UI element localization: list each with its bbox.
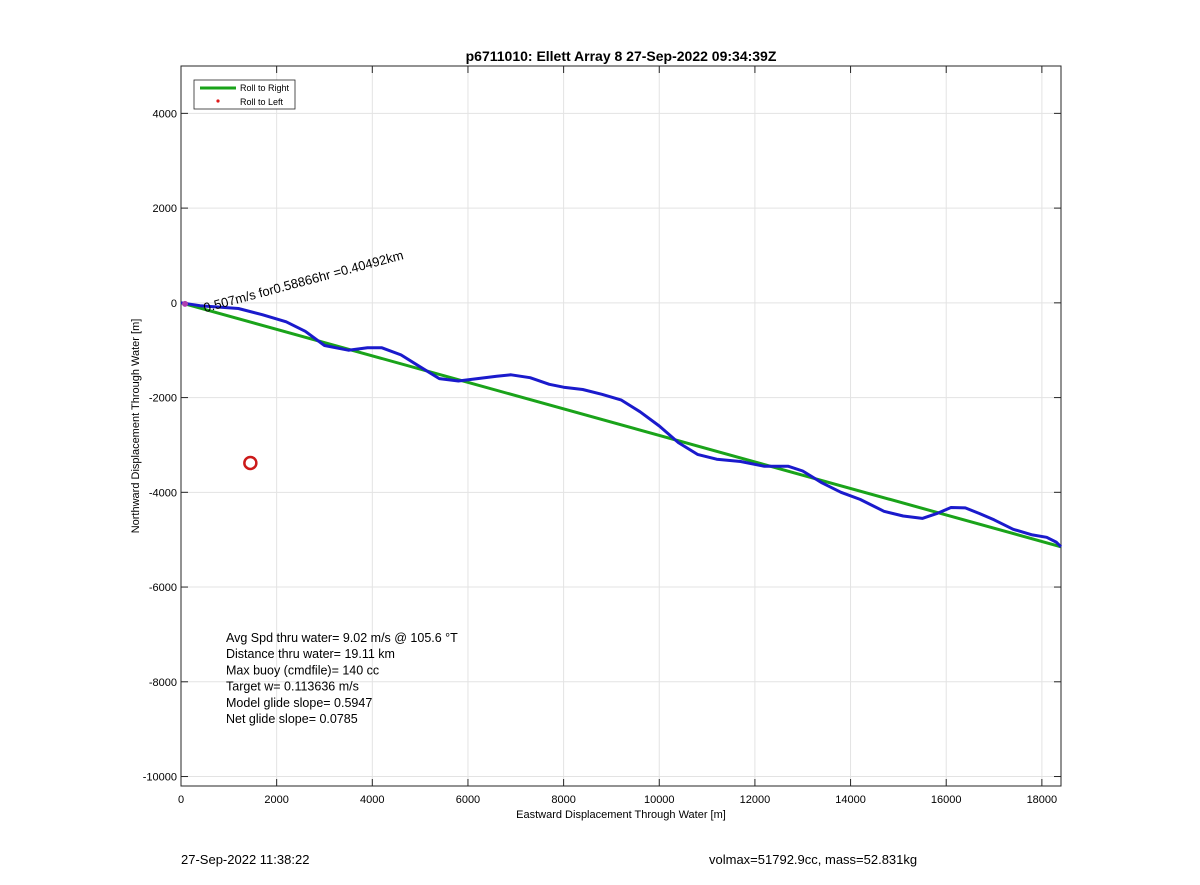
y-tick-label: -8000	[149, 677, 177, 689]
x-tick-label: 16000	[931, 794, 962, 806]
y-tick-label: 0	[171, 298, 177, 310]
legend: Roll to Right Roll to Left	[193, 79, 296, 110]
y-tick-label: -4000	[149, 487, 177, 499]
series-line-roll-right	[180, 301, 1062, 549]
legend-dot-roll-left	[216, 99, 220, 103]
stats-line: Max buoy (cmdfile)= 140 cc	[226, 663, 379, 677]
y-tick-label: -10000	[143, 772, 177, 784]
y-tick-label: 4000	[153, 108, 177, 120]
y-tick-label: -6000	[149, 582, 177, 594]
stats-box: Avg Spd thru water= 9.02 m/s @ 105.6 °T D…	[226, 631, 458, 726]
x-tick-label: 4000	[360, 794, 384, 806]
dive-marker	[243, 455, 258, 471]
y-tick-label: 2000	[153, 203, 177, 215]
legend-label-roll-right: Roll to Right	[240, 83, 290, 93]
footer-volume: volmax=51792.9cc, mass=52.831kg	[709, 852, 918, 867]
x-tick-label: 10000	[644, 794, 675, 806]
stats-line: Target w= 0.113636 m/s	[226, 680, 359, 694]
x-tick-label: 8000	[551, 794, 575, 806]
legend-label-roll-left: Roll to Left	[240, 97, 284, 107]
y-tick-label: -2000	[149, 393, 177, 405]
grid	[180, 66, 1061, 786]
stats-line: Model glide slope= 0.5947	[226, 696, 372, 710]
x-tick-label: 12000	[740, 794, 771, 806]
x-tick-label: 18000	[1027, 794, 1058, 806]
x-tick-label: 0	[178, 794, 184, 806]
stats-line: Distance thru water= 19.11 km	[226, 647, 395, 661]
x-tick-label: 14000	[835, 794, 866, 806]
stats-line: Avg Spd thru water= 9.02 m/s @ 105.6 °T	[226, 631, 458, 645]
start-point-marker	[182, 300, 188, 307]
series-lines	[180, 301, 1063, 549]
y-axis-label: Northward Displacement Through Water [m]	[130, 319, 142, 534]
current-annotation: 0.507m/s for0.58866hr =0.40492km	[202, 247, 405, 315]
chart-title: p6711010: Ellett Array 8 27-Sep-2022 09:…	[466, 48, 777, 64]
axis-ticks: 0 2000 4000 6000 8000 10000 12000 14000 16000 180…	[143, 66, 1061, 806]
x-tick-label: 6000	[456, 794, 480, 806]
plot-frame	[180, 65, 1062, 787]
series-line-track	[180, 301, 1063, 548]
chart-marks: 0.507m/s for0.58866hr =0.40492km	[182, 247, 405, 471]
x-axis-label: Eastward Displacement Through Water [m]	[516, 809, 726, 821]
footer-timestamp: 27-Sep-2022 11:38:22	[181, 852, 310, 867]
stats-line: Net glide slope= 0.0785	[226, 712, 358, 726]
x-tick-label: 2000	[264, 794, 288, 806]
